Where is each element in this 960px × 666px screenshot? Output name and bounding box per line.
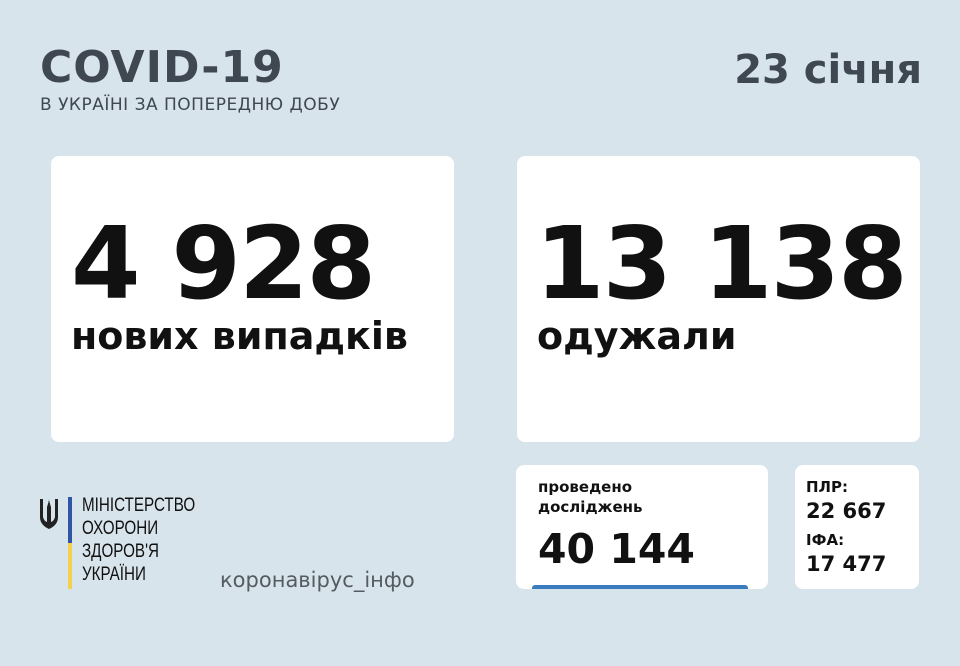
ministry-line: ЗДОРОВ'Я xyxy=(82,541,159,562)
ministry-name: МІНІСТЕРСТВО ОХОРОНИ ЗДОРОВ'Я УКРАЇНИ xyxy=(82,494,195,589)
report-date: 23 січня xyxy=(734,47,922,93)
ifa-label: ІФА: xyxy=(806,531,845,549)
tests-label-line1: проведено xyxy=(538,478,633,496)
tests-card: проведено досліджень 40 144 xyxy=(516,465,768,589)
recovered-label: одужали xyxy=(537,314,737,358)
ministry-line: УКРАЇНИ xyxy=(82,564,146,585)
test-types-card: ПЛР: 22 667 ІФА: 17 477 xyxy=(795,465,919,589)
recovered-value: 13 138 xyxy=(535,205,908,322)
trident-icon xyxy=(40,499,58,529)
page-subtitle: В УКРАЇНІ ЗА ПОПЕРЕДНЮ ДОБУ xyxy=(40,95,341,115)
pcr-value: 22 667 xyxy=(806,499,887,523)
tests-accent-bar xyxy=(532,585,748,589)
new-cases-value: 4 928 xyxy=(71,205,376,322)
ministry-line: МІНІСТЕРСТВО xyxy=(82,495,196,516)
pcr-label: ПЛР: xyxy=(806,478,849,496)
recovered-card: 13 138 одужали xyxy=(517,156,920,442)
tests-label-line2: досліджень xyxy=(538,498,643,516)
page-title: COVID-19 xyxy=(40,42,284,93)
ifa-value: 17 477 xyxy=(806,552,887,576)
new-cases-card: 4 928 нових випадків xyxy=(51,156,454,442)
ministry-line: ОХОРОНИ xyxy=(82,518,159,539)
flag-stripe xyxy=(68,497,72,589)
ministry-logo: МІНІСТЕРСТВО ОХОРОНИ ЗДОРОВ'Я УКРАЇНИ xyxy=(38,494,223,589)
tests-value: 40 144 xyxy=(538,525,695,573)
new-cases-label: нових випадків xyxy=(71,314,408,358)
site-name: коронавірус_інфо xyxy=(220,568,415,592)
